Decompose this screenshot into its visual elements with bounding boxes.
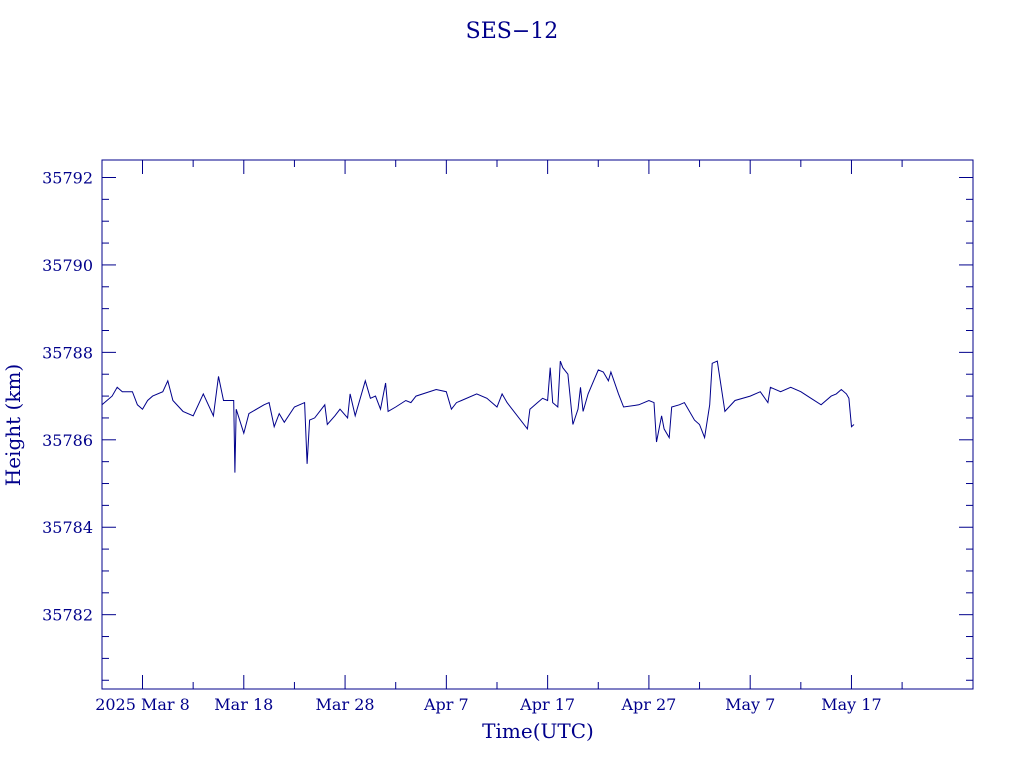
y-tick-label: 35786 [42, 431, 93, 450]
chart-title: SES−12 [466, 19, 559, 44]
tick-labels: 35782 35784 35786 35788 35790 35792 2025 Mar 8… [42, 168, 882, 714]
x-tick-label: 2025 Mar 8 [95, 695, 190, 714]
x-tick-label: Mar 28 [316, 695, 375, 714]
y-axis-label: Height (km) [1, 364, 25, 486]
plot-frame [101, 159, 974, 690]
x-tick-label: May 7 [725, 695, 775, 714]
series-group [101, 360, 855, 473]
x-tick-label: May 17 [821, 695, 881, 714]
x-tick-label: Apr 7 [423, 695, 469, 714]
height-series-line [101, 360, 855, 473]
x-tick-label: Mar 18 [214, 695, 273, 714]
x-axis-label: Time(UTC) [482, 719, 594, 743]
y-tick-label: 35792 [42, 168, 93, 187]
y-tick-label: 35790 [42, 256, 93, 275]
y-tick-label: 35788 [42, 343, 93, 362]
axis-ticks [102, 160, 973, 689]
x-tick-label: Apr 27 [620, 695, 676, 714]
y-tick-label: 35782 [42, 606, 93, 625]
x-tick-label: Apr 17 [519, 695, 575, 714]
y-tick-label: 35784 [42, 518, 93, 537]
